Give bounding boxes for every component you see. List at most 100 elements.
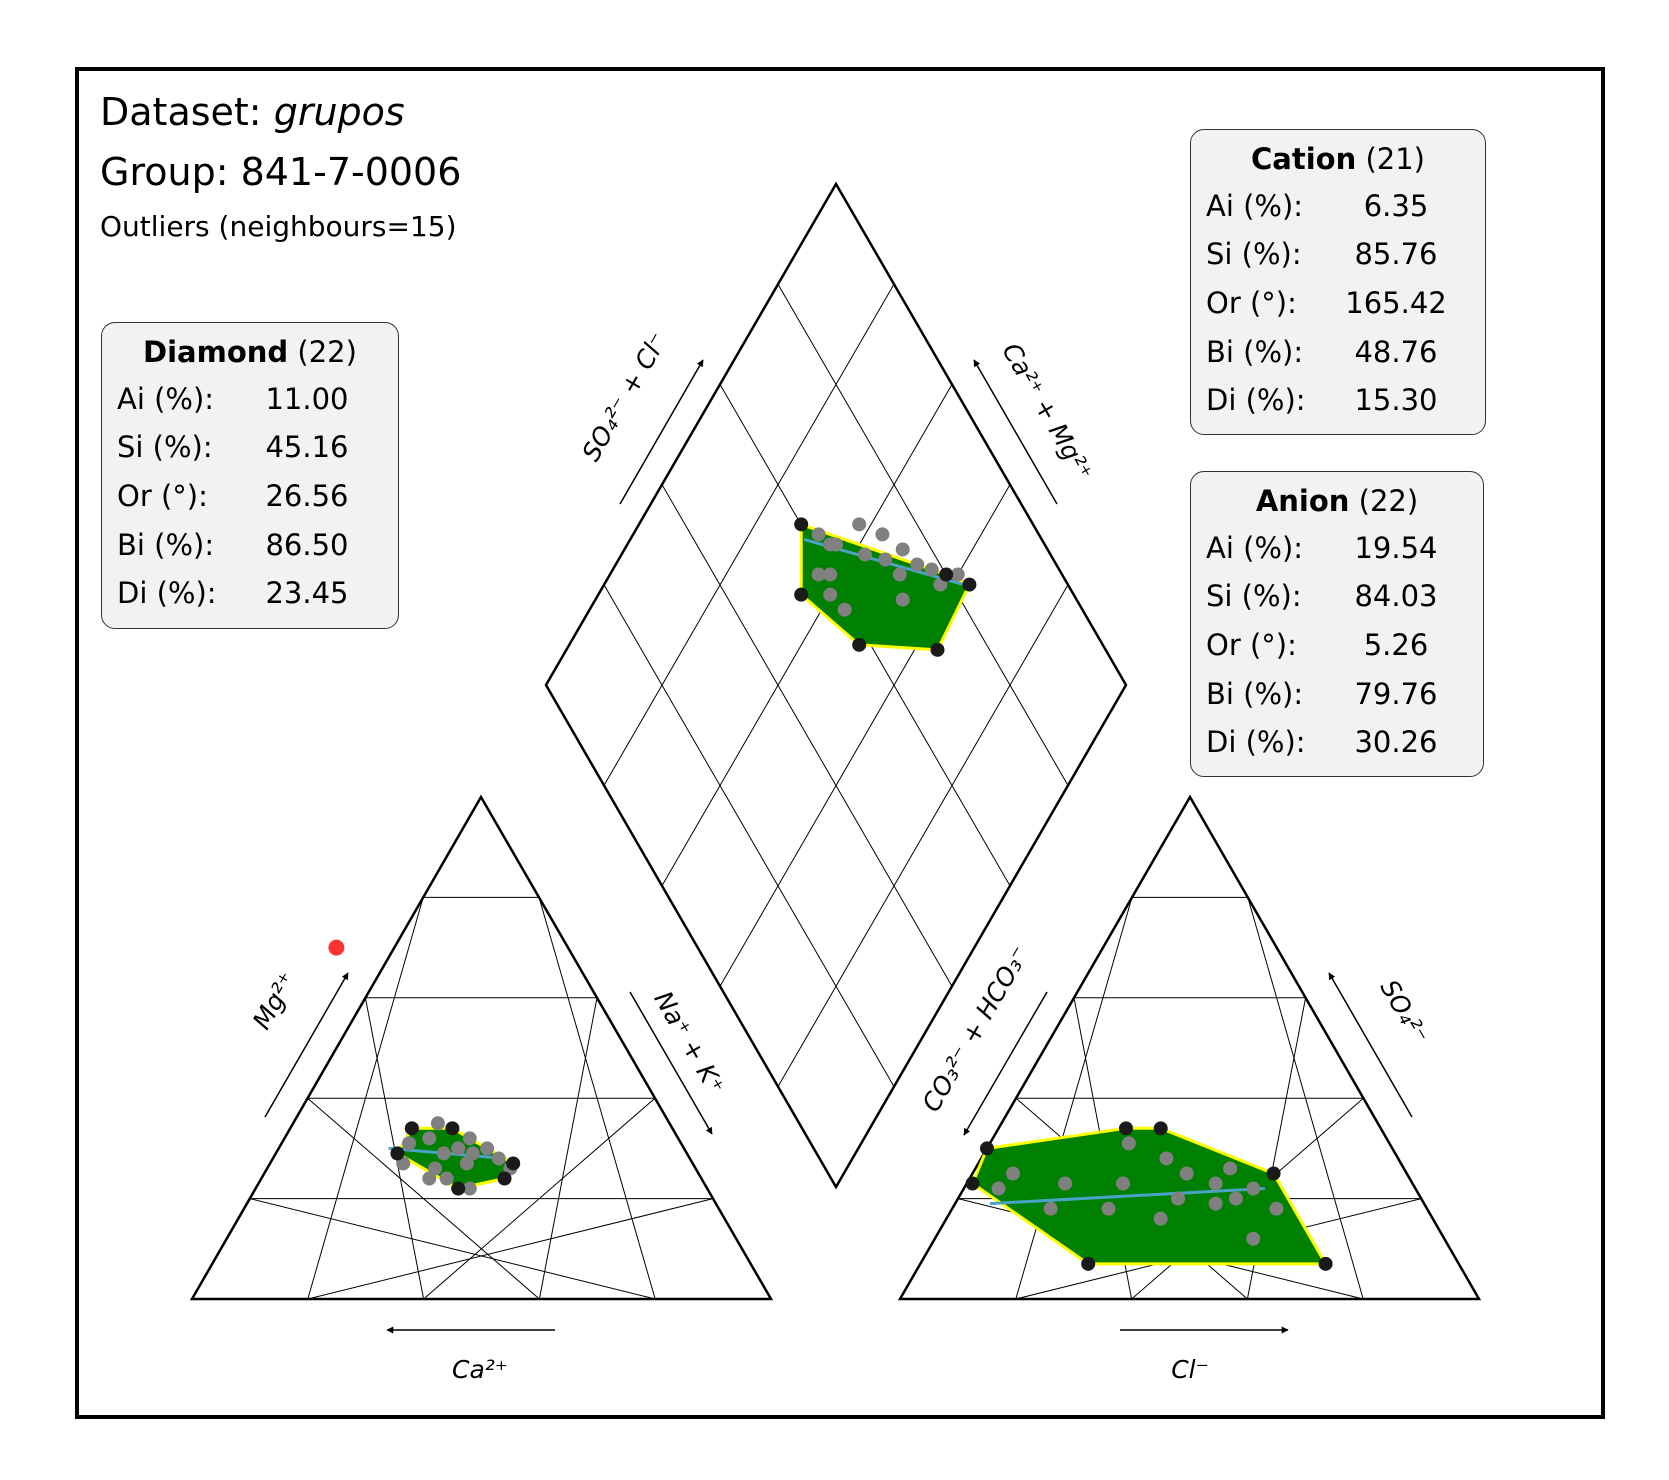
dataset-name: grupos: [273, 90, 405, 134]
cation-stat-row: Di (%): 15.30: [1206, 383, 1456, 417]
data-layer: [328, 517, 1333, 1271]
anion-data-point: [1179, 1166, 1194, 1181]
grid-line: [538, 997, 598, 1300]
anion-data-point: [1246, 1181, 1261, 1196]
cation-data-point: [451, 1141, 466, 1156]
anion-stats-count: (22): [1358, 484, 1419, 518]
stat-value: 86.50: [265, 528, 349, 562]
cation-hull-vertex: [506, 1156, 521, 1171]
stat-label: Ai (%):: [1206, 189, 1304, 223]
dataset-title: Dataset: grupos: [100, 90, 405, 134]
grid-line: [249, 1198, 656, 1300]
cation-data-point: [401, 1136, 416, 1151]
anion-hull-vertex: [1081, 1256, 1096, 1271]
stat-label: Bi (%):: [1206, 335, 1304, 369]
anion-data-point: [1058, 1176, 1073, 1191]
grid-line: [603, 584, 895, 1087]
cation-stat-row: Si (%): 85.76: [1206, 237, 1456, 271]
co3-hco3-arrow: [963, 991, 1048, 1136]
cation-hull-vertex: [445, 1121, 460, 1136]
diamond-data-point: [811, 567, 826, 582]
cation-data-point: [439, 1171, 454, 1186]
cation-stats-name: Cation: [1251, 142, 1357, 176]
cation-stat-row: Bi (%): 48.76: [1206, 335, 1456, 369]
cation-stat-row: Ai (%): 6.35: [1206, 189, 1456, 223]
diamond-stats-title: Diamond (22): [102, 335, 398, 369]
cation-triangle-outline: [189, 794, 774, 1301]
grid-line: [719, 484, 1011, 987]
stat-label: Ai (%):: [117, 382, 215, 416]
anion-stat-row: Ai (%): 19.54: [1206, 531, 1456, 565]
diamond-data-point: [823, 587, 838, 602]
ca-mg-arrow: [973, 359, 1058, 505]
diamond-data-point: [811, 527, 826, 542]
anion-triangle-outline: [897, 794, 1482, 1301]
diamond-data-point: [924, 562, 939, 577]
diamond-stats-box: Diamond (22) Ai (%): 11.00 Si (%): 45.16 O…: [101, 322, 399, 629]
stat-value: 85.76: [1354, 237, 1438, 271]
cation-stats-title: Cation (21): [1191, 142, 1485, 176]
stat-value: 15.30: [1354, 383, 1438, 417]
anion-hull-vertex: [980, 1141, 994, 1156]
anion-stat-row: Si (%): 84.03: [1206, 579, 1456, 613]
stat-value: 19.54: [1354, 531, 1438, 565]
grid-line: [777, 283, 1069, 786]
stat-label: Bi (%):: [117, 528, 215, 562]
diamond-stat-row: Ai (%): 11.00: [117, 382, 367, 416]
diamond-data-point: [910, 557, 925, 572]
anion-stat-row: Bi (%): 79.76: [1206, 677, 1456, 711]
stat-value: 23.45: [265, 576, 349, 610]
anion-hull-vertex: [965, 1176, 980, 1191]
diamond-hull-vertex: [794, 587, 809, 602]
diamond-data-point: [858, 547, 872, 562]
diamond-data-point: [823, 537, 838, 552]
diamond-outline: [544, 181, 1128, 1190]
diamond-data-point: [878, 552, 893, 567]
anion-data-point: [1153, 1211, 1168, 1226]
stat-label: Si (%):: [1206, 579, 1302, 613]
stat-label: Or (°):: [1206, 628, 1297, 662]
diamond-data-point: [875, 527, 890, 542]
stat-value: 26.56: [265, 479, 349, 513]
outliers-label: Outliers (neighbours=15): [100, 210, 457, 243]
stat-value: 5.26: [1363, 628, 1429, 662]
cation-data-point: [428, 1161, 443, 1176]
grid-line: [1247, 897, 1364, 1300]
stat-label: Di (%):: [1206, 725, 1306, 759]
stat-value: 84.03: [1354, 579, 1438, 613]
anion-data-point: [1043, 1201, 1058, 1216]
anion-data-point: [1223, 1161, 1238, 1176]
anion-trend-line: [989, 1187, 1265, 1206]
diamond-hull-vertex: [794, 517, 809, 532]
cl-axis-label: Cl⁻: [1171, 1355, 1209, 1384]
stat-label: Di (%):: [1206, 383, 1306, 417]
diamond-data-point: [892, 567, 907, 582]
anion-data-point: [1246, 1231, 1261, 1246]
anion-data-point: [1116, 1176, 1131, 1191]
anion-stat-row: Di (%): 30.26: [1206, 725, 1456, 759]
diamond-data-point: [852, 517, 867, 532]
ca-axis-label: Ca²⁺: [452, 1355, 508, 1384]
diamond-data-point: [823, 567, 838, 582]
anion-data-point: [1269, 1201, 1284, 1216]
cation-outlier-point: [328, 939, 345, 956]
so4-arrow: [1328, 972, 1413, 1118]
stat-value: 79.76: [1354, 677, 1438, 711]
anion-data-point: [1208, 1176, 1223, 1191]
cation-hull-vertex: [404, 1121, 419, 1136]
cation-data-point: [436, 1146, 451, 1161]
stat-value: 30.26: [1354, 725, 1438, 759]
dataset-label: Dataset:: [100, 90, 262, 134]
grid-line: [307, 1198, 714, 1300]
cation-stats-box: Cation (21) Ai (%): 6.35 Si (%): 85.76 Or …: [1190, 129, 1486, 435]
cation-data-point: [459, 1156, 474, 1171]
grid-line: [661, 484, 953, 987]
anion-data-point: [1159, 1151, 1174, 1166]
diamond-hull-vertex: [930, 642, 945, 657]
figure-frame: [75, 67, 1605, 1419]
plot-outlines: [189, 181, 1482, 1301]
anion-stat-row: Or (°): 5.26: [1206, 628, 1456, 662]
grid-line: [423, 1097, 656, 1300]
cation-hull-vertex: [451, 1181, 466, 1196]
